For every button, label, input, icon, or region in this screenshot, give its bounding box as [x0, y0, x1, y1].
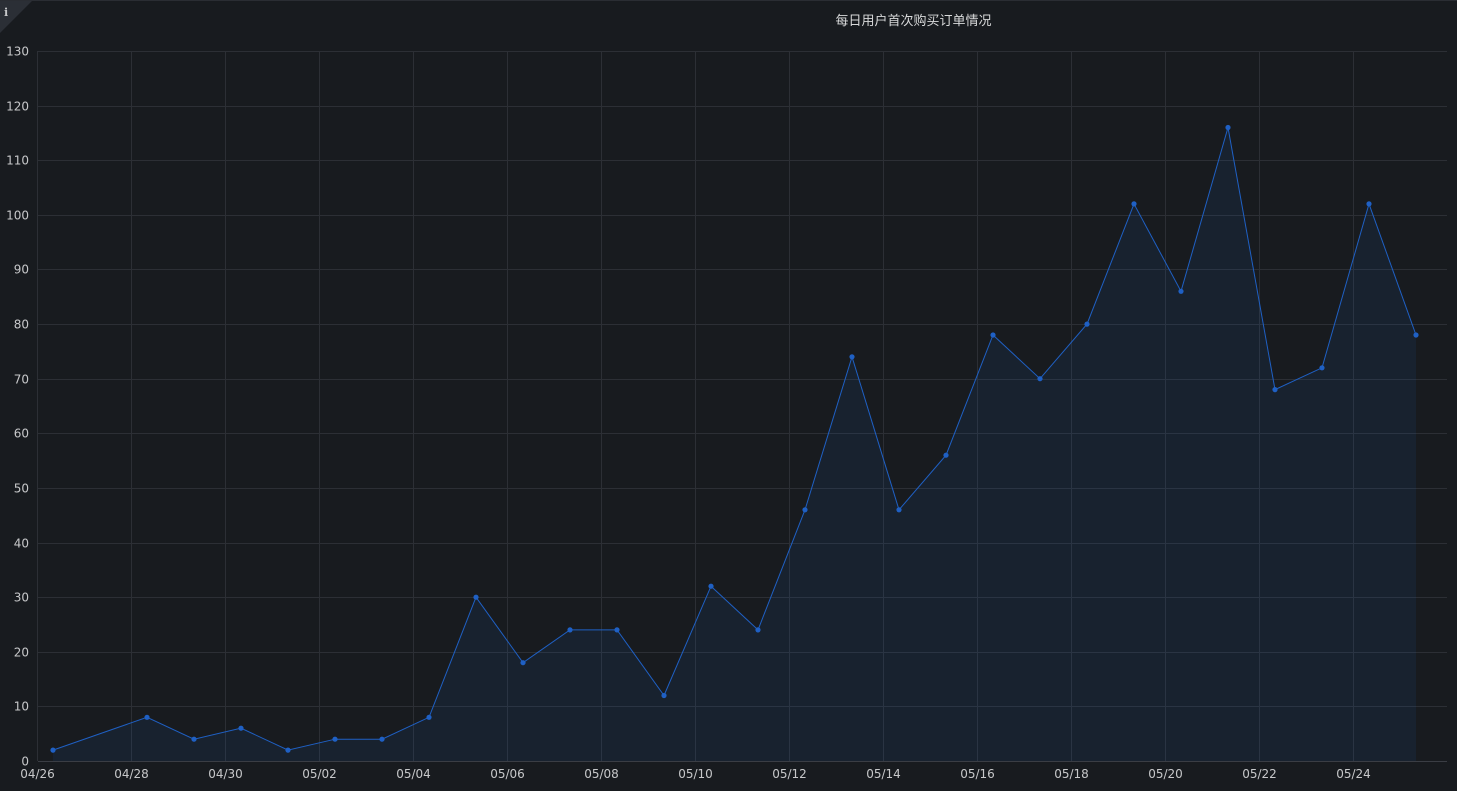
data-point[interactable] — [943, 452, 949, 458]
data-point[interactable] — [379, 736, 385, 742]
area-layer — [52, 127, 1417, 761]
y-tick-label: 40 — [14, 537, 29, 551]
data-point[interactable] — [1272, 387, 1278, 393]
data-point[interactable] — [849, 354, 855, 360]
data-point[interactable] — [520, 660, 526, 666]
series-area-fill — [53, 127, 1416, 761]
x-tick-label: 04/28 — [114, 767, 149, 781]
y-tick-label: 90 — [14, 263, 29, 277]
y-tick-label: 70 — [14, 373, 29, 387]
x-tick-label: 05/18 — [1054, 767, 1089, 781]
data-point[interactable] — [238, 725, 244, 731]
y-tick-label: 10 — [14, 700, 29, 714]
y-tick-label: 100 — [6, 209, 29, 223]
y-tick-label: 130 — [6, 45, 29, 59]
x-tick-label: 05/20 — [1148, 767, 1183, 781]
x-tick-label: 04/30 — [208, 767, 243, 781]
y-tick-label: 80 — [14, 318, 29, 332]
data-point[interactable] — [1225, 124, 1231, 131]
data-point[interactable] — [1319, 365, 1325, 371]
data-point[interactable] — [191, 736, 197, 742]
data-point[interactable] — [708, 583, 714, 589]
y-tick-label: 30 — [14, 591, 29, 605]
data-point[interactable] — [755, 627, 761, 633]
x-tick-label: 04/26 — [20, 767, 55, 781]
x-tick-label: 05/10 — [678, 767, 713, 781]
y-tick-label: 50 — [14, 482, 29, 496]
y-tick-label: 0 — [21, 755, 29, 769]
data-point[interactable] — [1413, 332, 1419, 338]
data-point[interactable] — [567, 627, 573, 633]
data-point[interactable] — [1084, 321, 1090, 327]
y-tick-label: 20 — [14, 646, 29, 660]
data-point[interactable] — [332, 736, 338, 742]
grid-layer — [37, 51, 1447, 762]
y-tick-label: 120 — [6, 100, 29, 114]
data-point[interactable] — [50, 747, 56, 753]
x-tick-label: 05/24 — [1336, 767, 1371, 781]
data-point[interactable] — [1366, 201, 1372, 207]
data-point[interactable] — [1037, 376, 1043, 382]
point-layer — [50, 124, 1419, 753]
x-tick-label: 05/08 — [584, 767, 619, 781]
data-point[interactable] — [896, 507, 902, 513]
x-tick-label: 05/22 — [1242, 767, 1277, 781]
x-tick-label: 05/12 — [772, 767, 807, 781]
x-tick-label: 05/06 — [490, 767, 525, 781]
data-point[interactable] — [285, 747, 291, 753]
data-point[interactable] — [1178, 288, 1184, 294]
data-point[interactable] — [144, 714, 150, 720]
data-point[interactable] — [614, 627, 620, 633]
data-point[interactable] — [426, 714, 432, 720]
label-layer: 0 10 20 30 40 50 60 70 80 90 100 110 120 130 04/26 04/2… — [6, 45, 1371, 782]
y-tick-label: 60 — [14, 427, 29, 441]
info-icon[interactable]: i — [4, 6, 9, 19]
x-tick-label: 05/02 — [302, 767, 337, 781]
data-point[interactable] — [661, 692, 667, 699]
data-point[interactable] — [802, 507, 808, 513]
y-tick-label: 110 — [6, 154, 29, 168]
x-tick-label: 05/14 — [866, 767, 901, 781]
x-tick-label: 05/04 — [396, 767, 431, 781]
data-point[interactable] — [1131, 201, 1137, 207]
info-corner[interactable] — [0, 1, 32, 33]
data-point[interactable] — [473, 594, 479, 600]
data-point[interactable] — [990, 332, 996, 338]
x-tick-label: 05/16 — [960, 767, 995, 781]
